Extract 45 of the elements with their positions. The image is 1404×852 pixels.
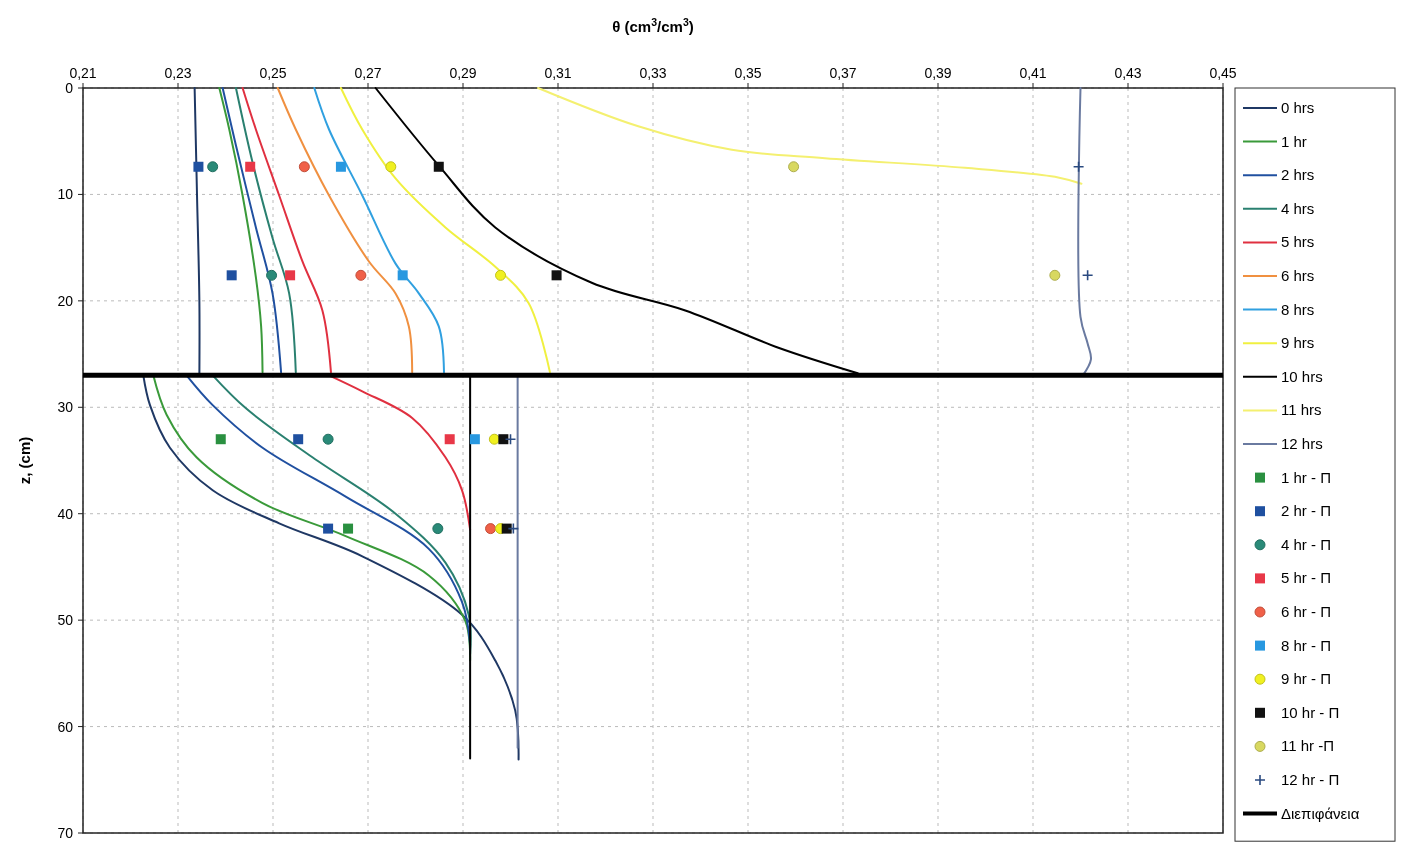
legend-label: 11 hr -Π [1281,737,1335,755]
legend-label: 6 hr - Π [1281,603,1332,620]
y-tick-label: 20 [57,292,74,309]
legend-label: 12 hrs [1281,435,1323,452]
x-tick-label: 0,21 [69,65,97,81]
legend-label: 2 hrs [1281,166,1315,184]
legend-label: 11 hrs [1281,401,1322,419]
y-tick-label: 70 [57,825,74,841]
x-tick-label: 0,31 [544,65,572,81]
x-tick-label: 0,23 [164,65,192,81]
x-tick-label: 0,29 [449,65,477,81]
x-tick-label: 0,45 [1209,65,1237,81]
y-tick-label: 60 [57,718,74,735]
legend-label: 8 hrs [1281,300,1315,318]
legend-label: 5 hr - Π [1281,569,1332,587]
x-tick-label: 0,43 [1114,65,1142,81]
legend-label: 1 hr - Π [1281,468,1332,486]
legend-label: 0 hrs [1281,99,1315,116]
legend-label: 4 hrs [1281,199,1315,217]
y-axis-title: z, (cm) [16,436,33,485]
x-tick-label: 0,33 [639,65,667,81]
legend-label: 2 hr - Π [1281,502,1332,520]
legend-label: 9 hrs [1281,334,1315,352]
y-tick-label: 10 [57,186,74,203]
legend-label: 9 hr - Π [1281,670,1332,688]
x-tick-label: 0,27 [354,65,382,81]
legend-label: Διεπιφάνεια [1281,804,1360,822]
legend-label: 12 hr - Π [1281,771,1340,788]
legend-label: 5 hrs [1281,233,1315,251]
x-axis-title: θ (cm$^{3}$/cm$^{3}$) [612,16,694,35]
y-tick-label: 30 [57,399,74,416]
legend-label: 4 hr - Π [1281,535,1332,553]
legend-label: 10 hr - Π [1281,703,1340,721]
legend-label: 8 hr - Π [1281,636,1332,654]
x-tick-label: 0,35 [734,65,762,81]
legend-label: 1 hr [1281,132,1307,150]
y-tick-label: 40 [57,505,74,522]
x-tick-label: 0,39 [924,65,952,81]
y-tick-label: 0 [65,80,74,96]
legend-label: 10 hrs [1281,367,1323,385]
legend-label: 6 hrs [1281,267,1315,284]
x-tick-label: 0,41 [1019,65,1047,81]
y-tick-label: 50 [57,612,74,629]
x-tick-label: 0,25 [259,65,287,81]
x-tick-label: 0,37 [829,65,857,81]
